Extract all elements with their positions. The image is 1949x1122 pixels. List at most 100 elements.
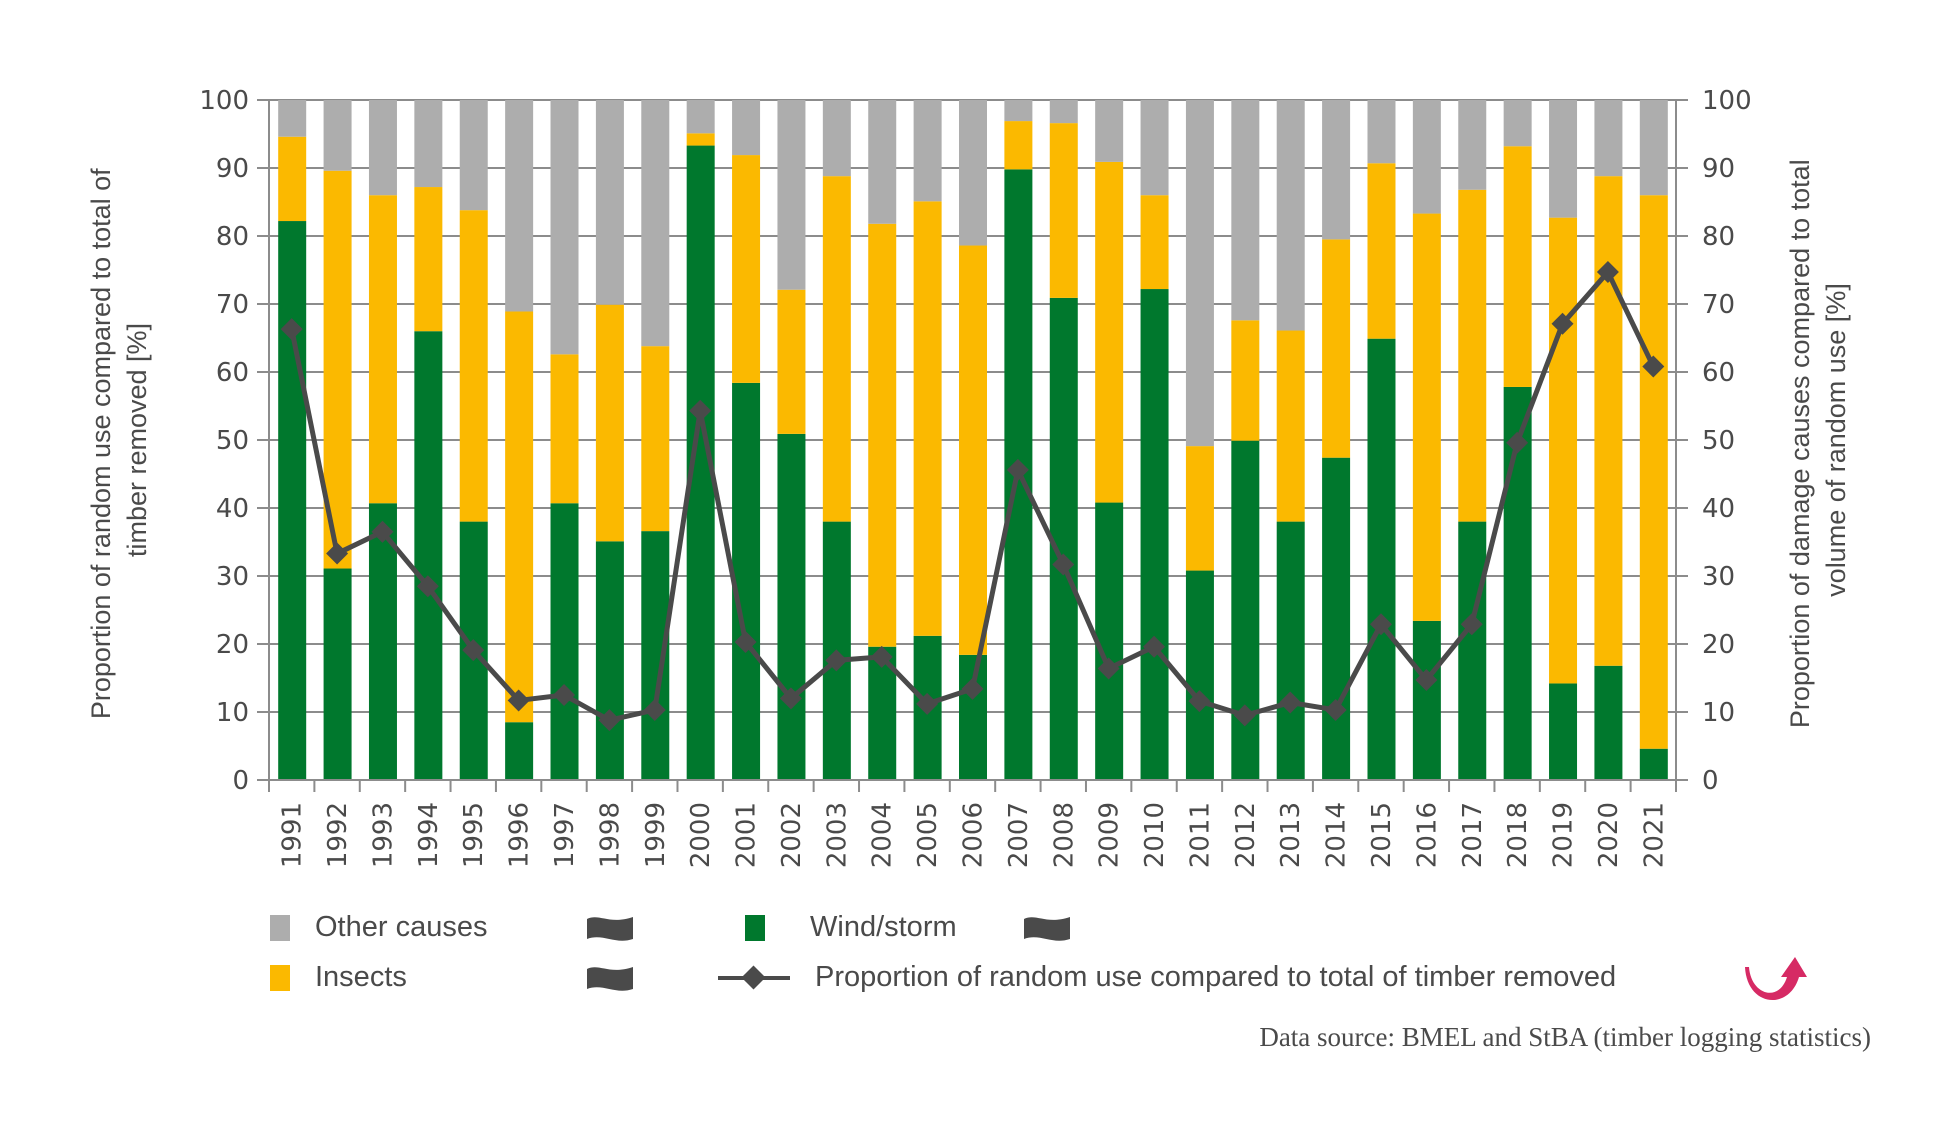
y-axis-left-ticks: 0 10 20 30 40 50 60 70 80 90 100: [199, 86, 249, 796]
bar-other-causes-1998: [595, 100, 624, 305]
bar-wind-storm-2015: [1367, 338, 1396, 780]
bar-wind-storm-1991: [278, 221, 307, 781]
line-marker-2020: [1596, 261, 1619, 284]
bar-other-causes-1995: [459, 100, 488, 211]
x-tick-label: 2002: [777, 802, 807, 868]
bar-insects-2005: [913, 201, 942, 636]
line-marker-1995: [462, 639, 485, 662]
bar-insects-2019: [1549, 217, 1578, 684]
y-axis-left-title: Proportion of random use compared to tot…: [86, 161, 152, 719]
line-marker-1992: [326, 542, 349, 565]
x-tick-label: 2012: [1231, 802, 1261, 868]
bar-wind-storm-2002: [777, 433, 806, 780]
bar-wind-storm-2006: [959, 654, 987, 780]
bar-insects-2001: [732, 155, 761, 383]
y-axis-left-title-line2: timber removed [%]: [122, 323, 152, 557]
y-right-tick-label: 0: [1702, 766, 1719, 796]
legend-item-insects: Insects: [270, 961, 407, 994]
data-source-note: Data source: BMEL and StBA (timber loggi…: [1259, 1022, 1871, 1052]
y-left-tick-label: 20: [216, 630, 249, 660]
bar-insects-1993: [368, 195, 397, 504]
bar-other-causes-2013: [1276, 100, 1305, 331]
bar-insects-2004: [868, 223, 897, 647]
x-tick-label: 1997: [550, 802, 580, 868]
bar-other-causes-2012: [1231, 100, 1260, 321]
x-tick-label: 1998: [595, 802, 625, 868]
bar-other-causes-2014: [1322, 100, 1351, 240]
y-left-tick-label: 50: [216, 426, 249, 456]
curved-up-arrow-icon: [1745, 957, 1807, 1000]
bar-other-causes-2001: [732, 100, 761, 156]
bar-other-causes-2015: [1367, 100, 1396, 164]
wave-flag-icon: [587, 917, 633, 941]
bar-other-causes-2019: [1549, 100, 1578, 218]
y-right-tick-label: 50: [1702, 426, 1735, 456]
x-tick-label: 2006: [959, 802, 989, 868]
bar-insects-2021: [1639, 195, 1668, 749]
legend-label-other-causes: Other causes: [315, 911, 488, 943]
bar-insects-2014: [1322, 239, 1351, 458]
x-tick-label: 2013: [1276, 802, 1306, 868]
line-marker-2009: [1097, 657, 1120, 680]
line-marker-2014: [1324, 698, 1347, 721]
legend-swatch-wind-storm: [745, 914, 765, 941]
line-marker-1998: [598, 709, 621, 732]
bar-other-causes-2000: [686, 100, 715, 134]
bar-other-causes-2017: [1458, 100, 1487, 190]
bar-wind-storm-2017: [1458, 521, 1487, 780]
bar-insects-2009: [1095, 161, 1124, 503]
bar-wind-storm-2012: [1231, 440, 1260, 780]
bar-wind-storm-1992: [323, 568, 352, 780]
y-right-tick-label: 90: [1702, 154, 1735, 184]
y-right-tick-label: 30: [1702, 562, 1735, 592]
bar-insects-2016: [1412, 213, 1441, 621]
bar-insects-2015: [1367, 163, 1396, 339]
line-marker-1999: [643, 698, 666, 721]
bar-other-causes-1994: [414, 100, 443, 188]
bar-insects-1998: [595, 304, 624, 542]
line-marker-1993: [371, 520, 394, 543]
legend-swatch-insects: [270, 964, 290, 991]
y-right-tick-label: 100: [1702, 86, 1752, 116]
bar-insects-2012: [1231, 320, 1260, 441]
bar-insects-2018: [1503, 146, 1532, 387]
bar-insects-2010: [1140, 195, 1169, 290]
line-marker-2021: [1642, 355, 1665, 378]
legend-label-random-use-line: Proportion of random use compared to tot…: [815, 961, 1617, 993]
y-left-tick-label: 0: [232, 766, 249, 796]
bar-insects-1997: [550, 354, 579, 504]
y-right-tick-label: 70: [1702, 290, 1735, 320]
bar-wind-storm-2021: [1639, 748, 1668, 780]
line-marker-2003: [825, 649, 848, 672]
x-tick-label: 1993: [368, 802, 398, 868]
bar-insects-1994: [414, 187, 443, 332]
x-tick-label: 2008: [1049, 802, 1079, 868]
line-marker-2008: [1052, 553, 1075, 576]
y-left-tick-label: 70: [216, 290, 249, 320]
line-marker-1997: [553, 684, 576, 706]
line-marker-2017: [1460, 613, 1483, 636]
bar-insects-2007: [1004, 121, 1033, 170]
x-tick-label: 2021: [1639, 802, 1669, 868]
bar-wind-storm-1994: [414, 331, 443, 780]
y-axis-right-ticks: 0 10 20 30 40 50 60 70 80 90 100: [1702, 86, 1752, 796]
bar-wind-storm-1997: [550, 503, 579, 780]
bar-other-causes-2021: [1639, 100, 1668, 196]
y-left-tick-label: 60: [216, 358, 249, 388]
line-marker-2000: [689, 399, 712, 422]
y-axis-right-title-line2: volume of random use [%]: [1821, 283, 1851, 597]
x-tick-label: 1991: [278, 802, 308, 868]
bar-other-causes-2007: [1004, 100, 1033, 122]
line-marker-2012: [1233, 704, 1256, 727]
bar-other-causes-2003: [822, 100, 851, 177]
x-tick-label: 2010: [1140, 802, 1170, 868]
bar-wind-storm-1993: [368, 503, 397, 780]
y-left-tick-label: 30: [216, 562, 249, 592]
x-tick-label: 2000: [686, 802, 716, 868]
legend-item-wind-storm: Wind/storm: [745, 911, 957, 944]
line-marker-1994: [416, 575, 439, 598]
legend-label-wind-storm: Wind/storm: [810, 911, 957, 943]
line-marker-2001: [734, 630, 757, 653]
line-marker-2005: [916, 692, 939, 715]
bar-insects-1996: [505, 311, 534, 723]
